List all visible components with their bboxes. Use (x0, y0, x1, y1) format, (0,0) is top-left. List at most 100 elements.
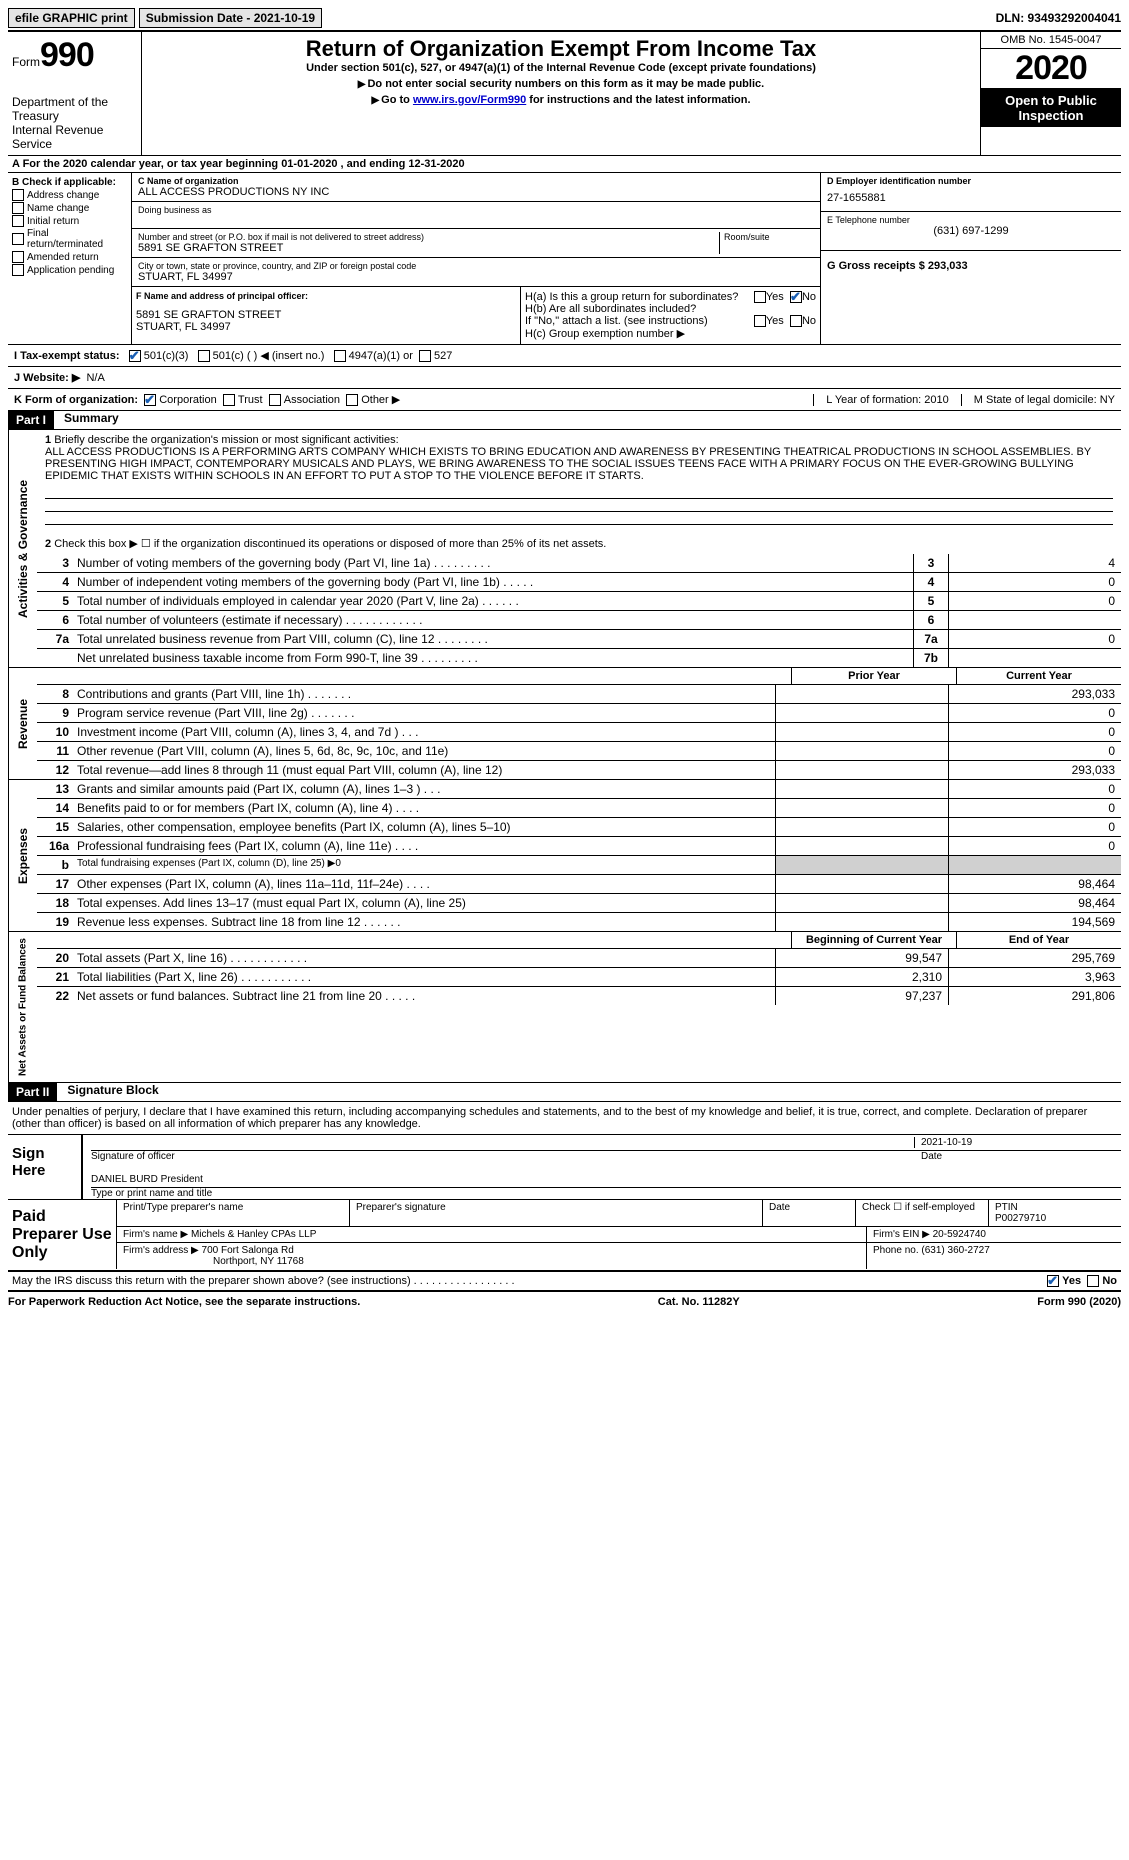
current-value: 0 (948, 799, 1121, 817)
form-header: Form990 Department of the Treasury Inter… (8, 32, 1121, 156)
row-k: K Form of organization: Corporation Trus… (8, 389, 1121, 411)
ha-yes-checkbox[interactable] (754, 291, 766, 303)
ein-value: 27-1655881 (827, 186, 1115, 204)
hc-label: H(c) Group exemption number ▶ (525, 327, 816, 340)
firm-name-label: Firm's name ▶ (123, 1229, 188, 1240)
instruction-1: Do not enter social security numbers on … (367, 78, 764, 90)
table-row: 12 Total revenue—add lines 8 through 11 … (37, 761, 1121, 779)
corp-checkbox[interactable] (144, 394, 156, 406)
checkbox[interactable] (12, 189, 24, 201)
checkbox[interactable] (12, 215, 24, 227)
address-value: 5891 SE GRAFTON STREET (138, 242, 719, 254)
checkbox-line: Address change (12, 189, 127, 201)
checkbox[interactable] (12, 233, 24, 245)
line-text: Total assets (Part X, line 16) . . . . .… (73, 949, 775, 967)
form-title: Return of Organization Exempt From Incom… (150, 36, 972, 62)
firm-addr1: 700 Fort Salonga Rd (202, 1245, 294, 1256)
page-footer: For Paperwork Reduction Act Notice, see … (8, 1292, 1121, 1308)
table-row: 18 Total expenses. Add lines 13–17 (must… (37, 894, 1121, 913)
firm-addr-label: Firm's address ▶ (123, 1245, 199, 1256)
opt-corp: Corporation (159, 394, 216, 406)
instruction-2-pre: Go to (381, 94, 413, 106)
other-checkbox[interactable] (346, 394, 358, 406)
footer-left: For Paperwork Reduction Act Notice, see … (8, 1296, 360, 1308)
table-row: 19 Revenue less expenses. Subtract line … (37, 913, 1121, 931)
line-text: Net assets or fund balances. Subtract li… (73, 987, 775, 1005)
checkbox-label: Address change (27, 190, 99, 201)
checkbox-label: Final return/terminated (27, 228, 127, 250)
hb-no-checkbox[interactable] (790, 315, 802, 327)
line-ref: 5 (913, 592, 948, 610)
line-number: 22 (37, 987, 73, 1005)
form-label: Form (12, 55, 40, 69)
ha-no-checkbox[interactable] (790, 291, 802, 303)
discuss-yes-checkbox[interactable] (1047, 1275, 1059, 1287)
type-name-label: Type or print name and title (91, 1188, 1121, 1199)
checkbox[interactable] (12, 202, 24, 214)
open-public-label: Open to Public Inspection (981, 89, 1121, 127)
yes-label: Yes (766, 315, 784, 327)
501c-checkbox[interactable] (198, 350, 210, 362)
line-number: 15 (37, 818, 73, 836)
line-text: Total unrelated business revenue from Pa… (73, 630, 913, 648)
table-row: 22 Net assets or fund balances. Subtract… (37, 987, 1121, 1005)
current-value: 0 (948, 818, 1121, 836)
line-number: 8 (37, 685, 73, 703)
room-label: Room/suite (724, 232, 814, 242)
prior-value (775, 894, 948, 912)
501c3-checkbox[interactable] (129, 350, 141, 362)
hb-yes-checkbox[interactable] (754, 315, 766, 327)
col-prior-year: Prior Year (791, 668, 956, 684)
line-text: Number of voting members of the governin… (73, 554, 913, 572)
part2-label: Part II (8, 1083, 57, 1101)
row-i: I Tax-exempt status: 501(c)(3) 501(c) ( … (8, 345, 1121, 367)
table-row: 14 Benefits paid to or for members (Part… (37, 799, 1121, 818)
assoc-checkbox[interactable] (269, 394, 281, 406)
officer-name: DANIEL BURD President (91, 1174, 203, 1185)
current-value: 3,963 (948, 968, 1121, 986)
omb-number: OMB No. 1545-0047 (981, 32, 1121, 49)
dept-treasury: Department of the Treasury (12, 95, 137, 123)
opt-501c: 501(c) ( ) ◀ (insert no.) (213, 349, 325, 362)
checkbox-line: Name change (12, 202, 127, 214)
table-row: 13 Grants and similar amounts paid (Part… (37, 780, 1121, 799)
current-value: 295,769 (948, 949, 1121, 967)
irs-link[interactable]: www.irs.gov/Form990 (413, 94, 526, 106)
instruction-2-post: for instructions and the latest informat… (526, 94, 750, 106)
line-number (37, 649, 73, 667)
efile-button[interactable]: efile GRAPHIC print (8, 8, 135, 28)
line-number: 17 (37, 875, 73, 893)
checkbox[interactable] (12, 264, 24, 276)
part2-title: Signature Block (57, 1083, 158, 1101)
prior-value (775, 780, 948, 798)
checkbox-label: Initial return (27, 216, 79, 227)
checkbox-label: Amended return (27, 252, 99, 263)
checkbox-line: Final return/terminated (12, 228, 127, 250)
website-label: J Website: ▶ (14, 371, 80, 384)
part1-header-row: Part I Summary (8, 411, 1121, 430)
527-checkbox[interactable] (419, 350, 431, 362)
trust-checkbox[interactable] (223, 394, 235, 406)
line-value (948, 649, 1121, 667)
ptin-value: P00279710 (995, 1213, 1046, 1224)
prior-value (775, 761, 948, 779)
current-value: 0 (948, 837, 1121, 855)
line-text: Revenue less expenses. Subtract line 18 … (73, 913, 775, 931)
4947-checkbox[interactable] (334, 350, 346, 362)
submission-date-button[interactable]: Submission Date - 2021-10-19 (139, 8, 322, 28)
prior-value (775, 723, 948, 741)
officer-addr2: STUART, FL 34997 (136, 321, 516, 333)
current-value: 194,569 (948, 913, 1121, 931)
firm-ein: 20-5924740 (933, 1229, 986, 1240)
penalty-text: Under penalties of perjury, I declare th… (8, 1102, 1121, 1135)
line-text: Salaries, other compensation, employee b… (73, 818, 775, 836)
checkbox[interactable] (12, 251, 24, 263)
table-row: 8 Contributions and grants (Part VIII, l… (37, 685, 1121, 704)
yes-label: Yes (1062, 1275, 1081, 1287)
line-number: 5 (37, 592, 73, 610)
line-text: Grants and similar amounts paid (Part IX… (73, 780, 775, 798)
line-ref: 6 (913, 611, 948, 629)
discuss-no-checkbox[interactable] (1087, 1275, 1099, 1287)
line-number: 6 (37, 611, 73, 629)
side-label-netassets: Net Assets or Fund Balances (8, 932, 37, 1082)
